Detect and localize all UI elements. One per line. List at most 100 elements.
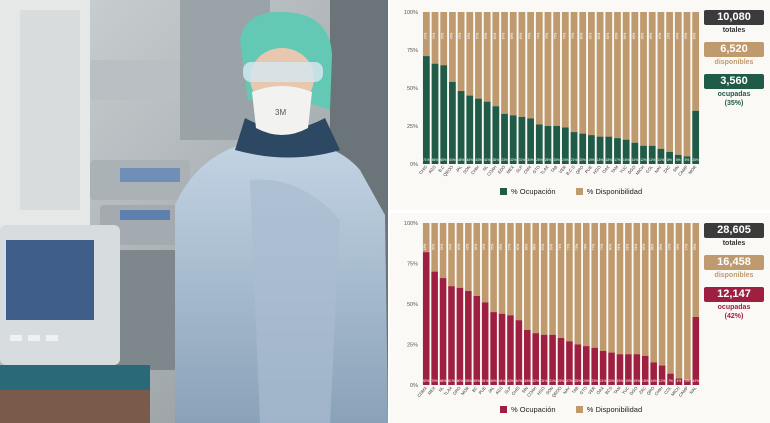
bottom-chart-category-label: CDMX bbox=[416, 385, 428, 398]
bottom-chart-label-ocupacion: 19% bbox=[634, 379, 641, 383]
bottom-chart-bar-ocupacion bbox=[599, 350, 607, 385]
top-chart-bar-ocupacion bbox=[588, 135, 595, 164]
top-chart-category-label: CAMP bbox=[677, 164, 689, 177]
top-chart-category-label: TLAX bbox=[539, 164, 550, 175]
top-chart-label-disponibilidad: 65% bbox=[693, 33, 697, 40]
top-available-label: disponibles bbox=[714, 59, 754, 66]
top-chart-bar-disponibilidad bbox=[449, 12, 456, 82]
top-chart-bar-disponibilidad bbox=[501, 12, 508, 114]
bottom-chart-ytick-label: 0% bbox=[410, 383, 418, 389]
top-chart-bar-disponibilidad bbox=[596, 12, 604, 137]
top-occupied-stat: 3,560 ocupadas (35%) bbox=[704, 74, 764, 108]
top-chart-category-label: COAH bbox=[486, 164, 498, 176]
bottom-chart-label-ocupacion: 29% bbox=[558, 379, 565, 383]
top-chart-panel: 0% 25% 50% 75% 100% 71% 29% CHIS 66% 34% AGS 65% 35%… bbox=[390, 0, 770, 210]
top-chart-bar-ocupacion bbox=[492, 106, 500, 164]
bottom-chart-label-disponibilidad: 57% bbox=[507, 244, 511, 251]
bottom-chart-bar-ocupacion bbox=[473, 295, 481, 385]
top-total-label: totales bbox=[722, 27, 746, 34]
top-chart-bar-ocupacion bbox=[518, 116, 526, 164]
top-chart-category-label: QROO bbox=[442, 164, 455, 178]
top-chart-bar-disponibilidad bbox=[648, 12, 656, 146]
bottom-chart-bar-ocupacion bbox=[515, 320, 523, 385]
bottom-chart-bar-disponibilidad bbox=[481, 223, 489, 303]
top-chart-bar-ocupacion bbox=[483, 101, 491, 164]
top-chart-label-disponibilidad: 70% bbox=[528, 33, 532, 40]
bottom-chart-label-ocupacion: 12% bbox=[659, 379, 666, 383]
top-chart-bar-disponibilidad bbox=[483, 12, 491, 102]
bottom-chart-category-label: BCS bbox=[604, 385, 613, 395]
bottom-chart-label-disponibilidad: 56% bbox=[499, 244, 503, 251]
bottom-chart-label-disponibilidad: 66% bbox=[524, 244, 528, 251]
bottom-chart-label-disponibilidad: 30% bbox=[432, 244, 436, 251]
bottom-chart-bar-ocupacion bbox=[524, 329, 531, 385]
bottom-chart-bar-disponibilidad bbox=[641, 223, 649, 356]
bottom-chart-label-disponibilidad: 75% bbox=[575, 244, 579, 251]
top-chart-category-label: TAM bbox=[610, 164, 620, 174]
bottom-chart-label-ocupacion: 14% bbox=[650, 379, 657, 383]
bottom-chart-label-ocupacion: 3% bbox=[685, 379, 690, 383]
top-chart-bar-ocupacion bbox=[666, 151, 673, 164]
bottom-chart-bar-disponibilidad bbox=[650, 223, 657, 363]
top-chart-bar-disponibilidad bbox=[422, 12, 430, 57]
top-chart-label-ocupacion: 10% bbox=[658, 158, 665, 162]
top-chart-label-disponibilidad: 74% bbox=[536, 33, 540, 40]
bottom-chart-bar-disponibilidad bbox=[667, 223, 674, 374]
top-chart-label-disponibilidad: 92% bbox=[667, 33, 671, 40]
bottom-occupied-stat: 12,147 ocupadas (42%) bbox=[704, 287, 764, 321]
bottom-chart-ytick-label: 75% bbox=[407, 262, 418, 268]
top-chart-category-label: NAY bbox=[653, 164, 662, 174]
top-chart-label-ocupacion: 16% bbox=[623, 158, 630, 162]
bottom-chart-bar-disponibilidad bbox=[625, 223, 632, 355]
bottom-available-stat: 16,458 disponibles bbox=[704, 255, 764, 280]
top-chart-bar-ocupacion bbox=[527, 118, 534, 164]
top-chart-label-ocupacion: 24% bbox=[562, 158, 569, 162]
top-chart-category-label: PUE bbox=[584, 164, 593, 174]
top-chart-label-ocupacion: 66% bbox=[432, 158, 439, 162]
bottom-chart-label-disponibilidad: 88% bbox=[659, 244, 663, 251]
bottom-chart-category-label: MEX bbox=[427, 385, 437, 395]
bottom-chart-label-disponibilidad: 68% bbox=[533, 244, 537, 251]
top-available-stat: 6,520 disponibles bbox=[704, 42, 764, 67]
bottom-chart-category-label: NAY bbox=[562, 385, 571, 395]
top-chart-bar-disponibilidad bbox=[666, 12, 673, 152]
bottom-chart-label-ocupacion: 23% bbox=[592, 379, 599, 383]
bottom-chart-label-disponibilidad: 45% bbox=[474, 244, 478, 251]
top-chart-bar-ocupacion bbox=[692, 110, 700, 164]
bottom-chart-label-disponibilidad: 86% bbox=[651, 244, 655, 251]
bottom-chart-label-ocupacion: 31% bbox=[541, 379, 548, 383]
bottom-chart-category-label: GTO bbox=[578, 385, 588, 396]
bottom-chart-bar-ocupacion bbox=[591, 347, 598, 385]
bottom-chart-bar-ocupacion bbox=[633, 354, 641, 385]
bottom-chart-bar-disponibilidad bbox=[524, 223, 531, 330]
top-legend: % Ocupación % Disponibilidad bbox=[500, 186, 700, 198]
top-occupied-label: ocupadas bbox=[717, 91, 751, 98]
bottom-chart-category-label: TLAX bbox=[443, 385, 454, 396]
top-total-value: 10,080 bbox=[704, 10, 764, 25]
bottom-chart-category-label: CAMP bbox=[678, 385, 690, 398]
top-chart-label-ocupacion: 25% bbox=[553, 158, 560, 162]
top-chart-label-ocupacion: 35% bbox=[692, 158, 699, 162]
bottom-chart-bar-ocupacion bbox=[498, 313, 506, 385]
bottom-chart-label-disponibilidad: 42% bbox=[465, 244, 469, 251]
bottom-chart-label-disponibilidad: 34% bbox=[440, 244, 444, 251]
top-chart-ytick-label: 50% bbox=[407, 86, 418, 92]
top-chart-label-disponibilidad: 29% bbox=[423, 33, 427, 40]
bottom-total-value: 28,605 bbox=[704, 223, 764, 238]
bottom-chart-bar-ocupacion bbox=[490, 312, 497, 385]
bottom-chart-label-disponibilidad: 71% bbox=[558, 244, 562, 251]
top-chart-category-label: TAB bbox=[550, 164, 559, 173]
bottom-chart-bar-disponibilidad bbox=[490, 223, 497, 313]
top-chart-label-disponibilidad: 57% bbox=[475, 33, 479, 40]
top-chart-label-disponibilidad: 86% bbox=[632, 33, 636, 40]
bottom-chart-bar-disponibilidad bbox=[456, 223, 464, 288]
top-chart-bar-ocupacion bbox=[622, 139, 630, 164]
bottom-legend-disponibilidad-swatch bbox=[575, 406, 583, 414]
top-chart-label-disponibilidad: 62% bbox=[493, 33, 497, 40]
icu-photo: 3M bbox=[0, 0, 388, 423]
bottom-chart-bar-ocupacion bbox=[557, 338, 565, 385]
bottom-total-stat: 28,605 totales bbox=[704, 223, 764, 248]
bottom-chart-bar-disponibilidad bbox=[633, 223, 641, 355]
top-chart-label-ocupacion: 48% bbox=[458, 158, 465, 162]
top-chart-category-label: SON bbox=[462, 164, 472, 174]
